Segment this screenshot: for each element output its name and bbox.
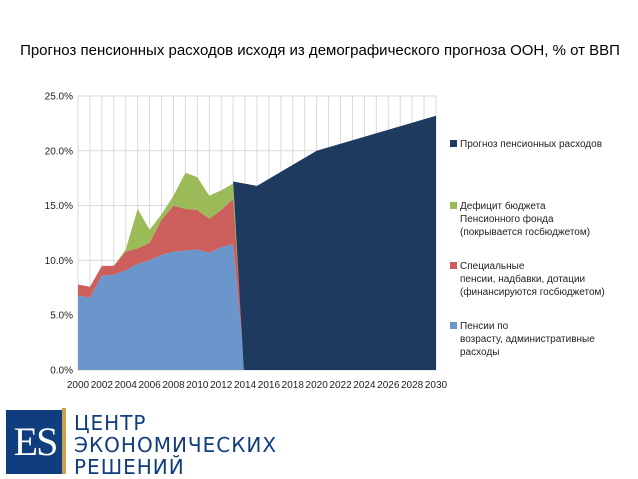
x-tick-label: 2000 — [67, 380, 90, 391]
logo-text-line-3: РЕШЕНИЙ — [74, 455, 185, 479]
legend-label: (покрывается госбюджетом) — [460, 226, 590, 238]
area-series-3 — [233, 115, 436, 370]
legend-label: возрасту, административные — [460, 334, 595, 345]
y-tick-label: 25.0% — [45, 92, 73, 103]
chart-title: Прогноз пенсионных расходов исходя из де… — [20, 42, 620, 59]
logo-accent-bar — [62, 408, 66, 474]
x-tick-label: 2004 — [115, 380, 138, 391]
area-series — [78, 115, 436, 370]
legend-swatch — [450, 322, 457, 329]
legend-label: Специальные — [460, 261, 525, 272]
x-tick-label: 2024 — [353, 380, 376, 391]
x-tick-label: 2028 — [401, 380, 424, 391]
y-tick-label: 20.0% — [45, 146, 73, 157]
legend-swatch — [450, 140, 457, 147]
x-tick-label: 2014 — [234, 380, 257, 391]
x-tick-label: 2022 — [329, 380, 352, 391]
y-tick-label: 10.0% — [45, 256, 73, 267]
legend-label: Прогноз пенсионных расходов — [460, 139, 602, 150]
legend-label: расходы — [460, 347, 499, 358]
area-series-2 — [78, 172, 246, 370]
axes: 0.0% 5.0% 10.0% 15.0% 20.0% 25.0% 2000 2002 2004… — [45, 92, 448, 392]
legend-swatch — [450, 262, 457, 269]
legend-label: Дефицит бюджета — [460, 200, 546, 212]
x-tick-label: 2026 — [377, 380, 400, 391]
logo-emblem — [6, 410, 64, 474]
legend-label: Пенсии по — [460, 321, 509, 332]
x-tick-label: 2006 — [138, 380, 161, 391]
x-tick-label: 2008 — [162, 380, 185, 391]
area-series-1 — [78, 199, 246, 370]
logo-letters: ES — [13, 419, 59, 464]
pension-expenditure-chart: 0.0% 5.0% 10.0% 15.0% 20.0% 25.0% 2000 2002 2004… — [45, 92, 605, 392]
x-tick-label: 2016 — [258, 380, 281, 391]
y-tick-label: 5.0% — [50, 311, 73, 322]
logo-text-line-2: ЭКОНОМИЧЕСКИХ — [74, 433, 278, 457]
legend-label: пенсии, надбавки, дотации — [460, 273, 585, 285]
x-tick-label: 2018 — [282, 380, 305, 391]
legend: Прогноз пенсионных расходов Дефицит бюдже… — [450, 139, 605, 358]
x-tick-label: 2012 — [210, 380, 233, 391]
x-tick-label: 2002 — [91, 380, 114, 391]
legend-label: (финансируются госбюджетом) — [460, 286, 605, 298]
logo-text-line-1: ЦЕНТР — [74, 411, 147, 435]
y-tick-label: 15.0% — [45, 201, 73, 212]
x-tick-label: 2010 — [186, 380, 209, 391]
y-tick-label: 0.0% — [50, 366, 73, 377]
x-tick-label: 2030 — [425, 380, 448, 391]
area-series-0 — [78, 243, 246, 370]
legend-label: Пенсионного фонда — [460, 213, 554, 225]
x-tick-label: 2020 — [306, 380, 329, 391]
legend-swatch — [450, 202, 457, 209]
